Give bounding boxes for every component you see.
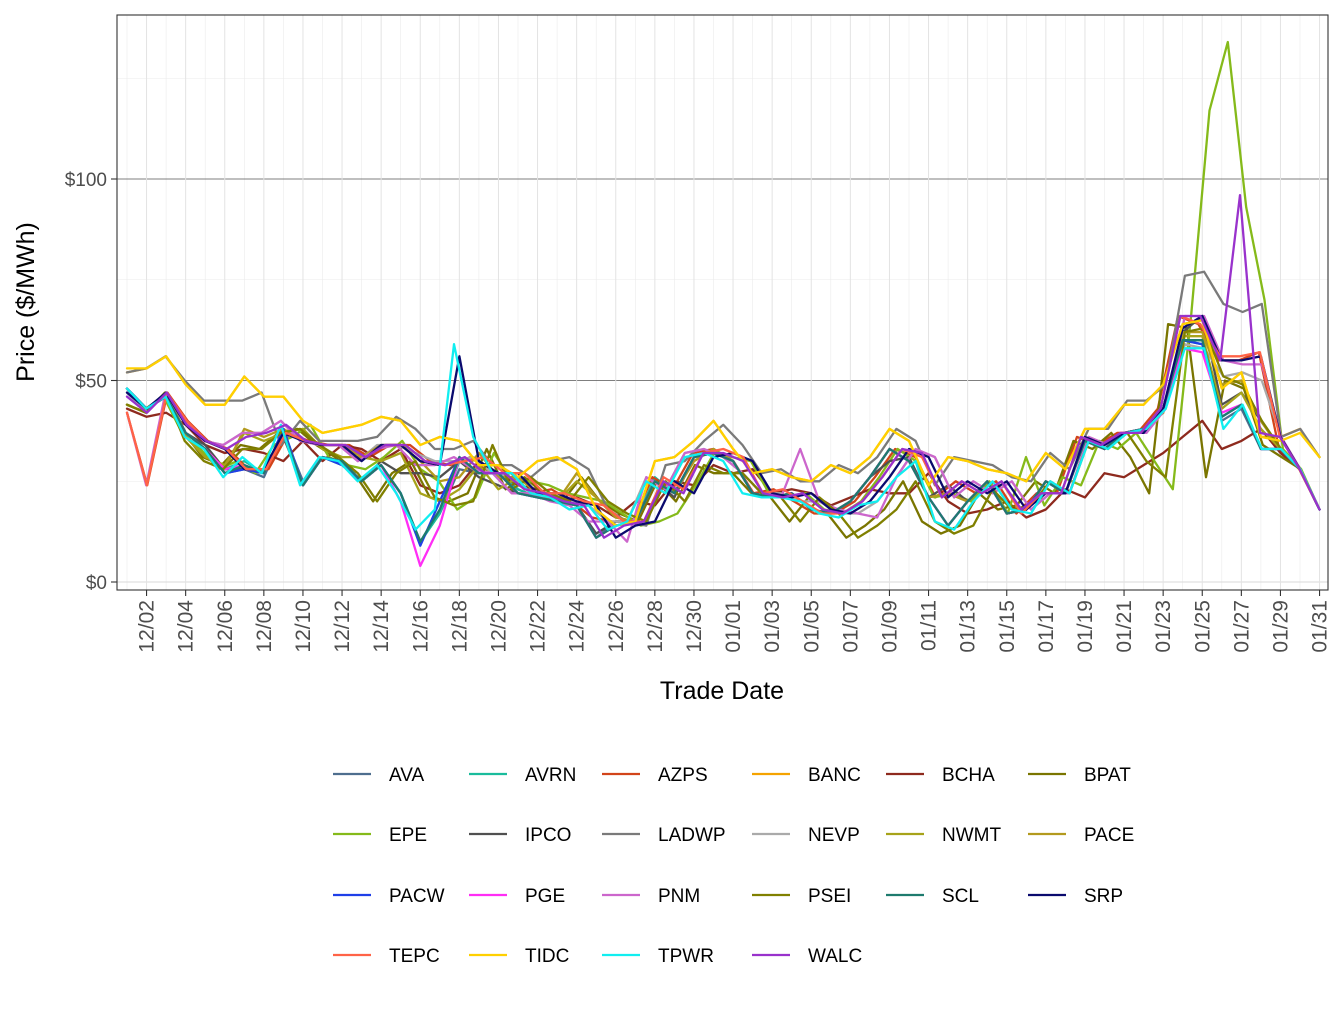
legend-label: TPWR	[658, 946, 714, 967]
legend-item-bcha: BCHA	[886, 765, 995, 786]
x-tick-label: 01/17	[1035, 600, 1058, 653]
x-tick-label: 01/13	[957, 600, 980, 653]
legend-item-tpwr: TPWR	[602, 946, 714, 967]
legend-label: NEVP	[808, 825, 860, 846]
legend-label: PSEI	[808, 886, 851, 907]
x-tick-label: 12/22	[527, 600, 550, 653]
x-tick-label: 01/19	[1074, 600, 1097, 653]
legend-label: BANC	[808, 765, 861, 786]
x-tick-label: 01/11	[918, 600, 941, 651]
legend-item-walc: WALC	[752, 946, 862, 967]
x-tick-label: 12/24	[566, 600, 589, 653]
legend-label: SRP	[1084, 886, 1123, 907]
x-tick-label: 01/07	[839, 600, 862, 653]
x-tick-label: 12/14	[370, 600, 393, 653]
legend-label: AVRN	[525, 765, 576, 786]
y-tick-label: $0	[86, 573, 107, 594]
x-tick-label: 01/21	[1113, 600, 1136, 653]
legend-item-pnm: PNM	[602, 886, 700, 907]
x-tick-label: 01/05	[800, 600, 823, 653]
legend-item-scl: SCL	[886, 886, 979, 907]
x-tick-label: 01/27	[1230, 600, 1253, 653]
legend: AVA AVRN AZPS BANC BCHA BPAT EPE IPCO LADWP NEVP N…	[333, 765, 1134, 967]
x-tick-label: 01/03	[761, 600, 784, 653]
series-line-tpwr	[125, 343, 1321, 531]
panel-border	[116, 14, 1329, 591]
x-tick-label: 12/02	[136, 600, 159, 653]
legend-item-srp: SRP	[1028, 886, 1123, 907]
y-axis: $0 $50 $100	[65, 170, 117, 594]
x-tick-label: 12/30	[683, 600, 706, 653]
x-tick-label: 12/10	[292, 600, 315, 653]
x-tick-label: 12/26	[605, 600, 628, 653]
legend-label: LADWP	[658, 825, 726, 846]
legend-label: IPCO	[525, 825, 571, 846]
legend-item-banc: BANC	[752, 765, 861, 786]
y-tick-label: $100	[65, 170, 107, 191]
series-layer	[125, 40, 1321, 568]
legend-label: BPAT	[1084, 765, 1131, 786]
legend-item-tepc: TEPC	[333, 946, 440, 967]
x-axis: 12/02 12/04 12/06 12/08 12/10 12/12 12/14 12/16…	[136, 590, 1332, 653]
x-tick-label: 12/06	[214, 600, 237, 653]
x-tick-label: 12/12	[331, 600, 354, 653]
legend-item-pge: PGE	[469, 886, 565, 907]
legend-item-pacw: PACW	[333, 886, 445, 907]
legend-item-nevp: NEVP	[752, 825, 860, 846]
legend-item-ipco: IPCO	[469, 825, 571, 846]
x-tick-label: 12/08	[253, 600, 276, 653]
legend-label: WALC	[808, 946, 862, 967]
legend-item-nwmt: NWMT	[886, 825, 1001, 846]
legend-item-psei: PSEI	[752, 886, 851, 907]
legend-item-ava: AVA	[333, 765, 425, 786]
legend-item-ladwp: LADWP	[602, 825, 726, 846]
x-tick-label: 01/31	[1309, 600, 1332, 653]
legend-label: AVA	[389, 765, 425, 786]
legend-label: TIDC	[525, 946, 569, 967]
x-tick-label: 01/01	[722, 600, 745, 653]
x-tick-label: 12/16	[409, 600, 432, 653]
series-line-walc	[125, 193, 1321, 539]
legend-label: EPE	[389, 825, 427, 846]
legend-label: SCL	[942, 886, 979, 907]
legend-label: PACE	[1084, 825, 1134, 846]
legend-item-azps: AZPS	[602, 765, 708, 786]
panel-background	[117, 15, 1328, 590]
legend-label: NWMT	[942, 825, 1001, 846]
legend-label: PACW	[389, 886, 445, 907]
x-tick-label: 12/28	[644, 600, 667, 653]
legend-item-epe: EPE	[333, 825, 427, 846]
legend-label: TEPC	[389, 946, 440, 967]
y-axis-title: Price ($/MWh)	[12, 222, 40, 382]
legend-label: PGE	[525, 886, 565, 907]
x-tick-label: 12/18	[448, 600, 471, 653]
series-line-tidc	[125, 318, 1321, 527]
x-tick-label: 01/25	[1191, 600, 1214, 653]
legend-label: PNM	[658, 886, 700, 907]
x-tick-label: 01/29	[1270, 600, 1293, 653]
legend-label: AZPS	[658, 765, 708, 786]
legend-item-tidc: TIDC	[469, 946, 569, 967]
x-tick-label: 12/20	[487, 600, 510, 653]
x-tick-label: 01/09	[879, 600, 902, 653]
legend-item-avrn: AVRN	[469, 765, 576, 786]
legend-item-bpat: BPAT	[1028, 765, 1131, 786]
legend-label: BCHA	[942, 765, 995, 786]
x-tick-label: 01/15	[996, 600, 1019, 653]
y-tick-label: $50	[75, 372, 107, 393]
x-tick-label: 01/23	[1152, 600, 1175, 653]
legend-item-pace: PACE	[1028, 825, 1134, 846]
x-axis-title: Trade Date	[660, 677, 784, 705]
x-tick-label: 12/04	[175, 600, 198, 653]
